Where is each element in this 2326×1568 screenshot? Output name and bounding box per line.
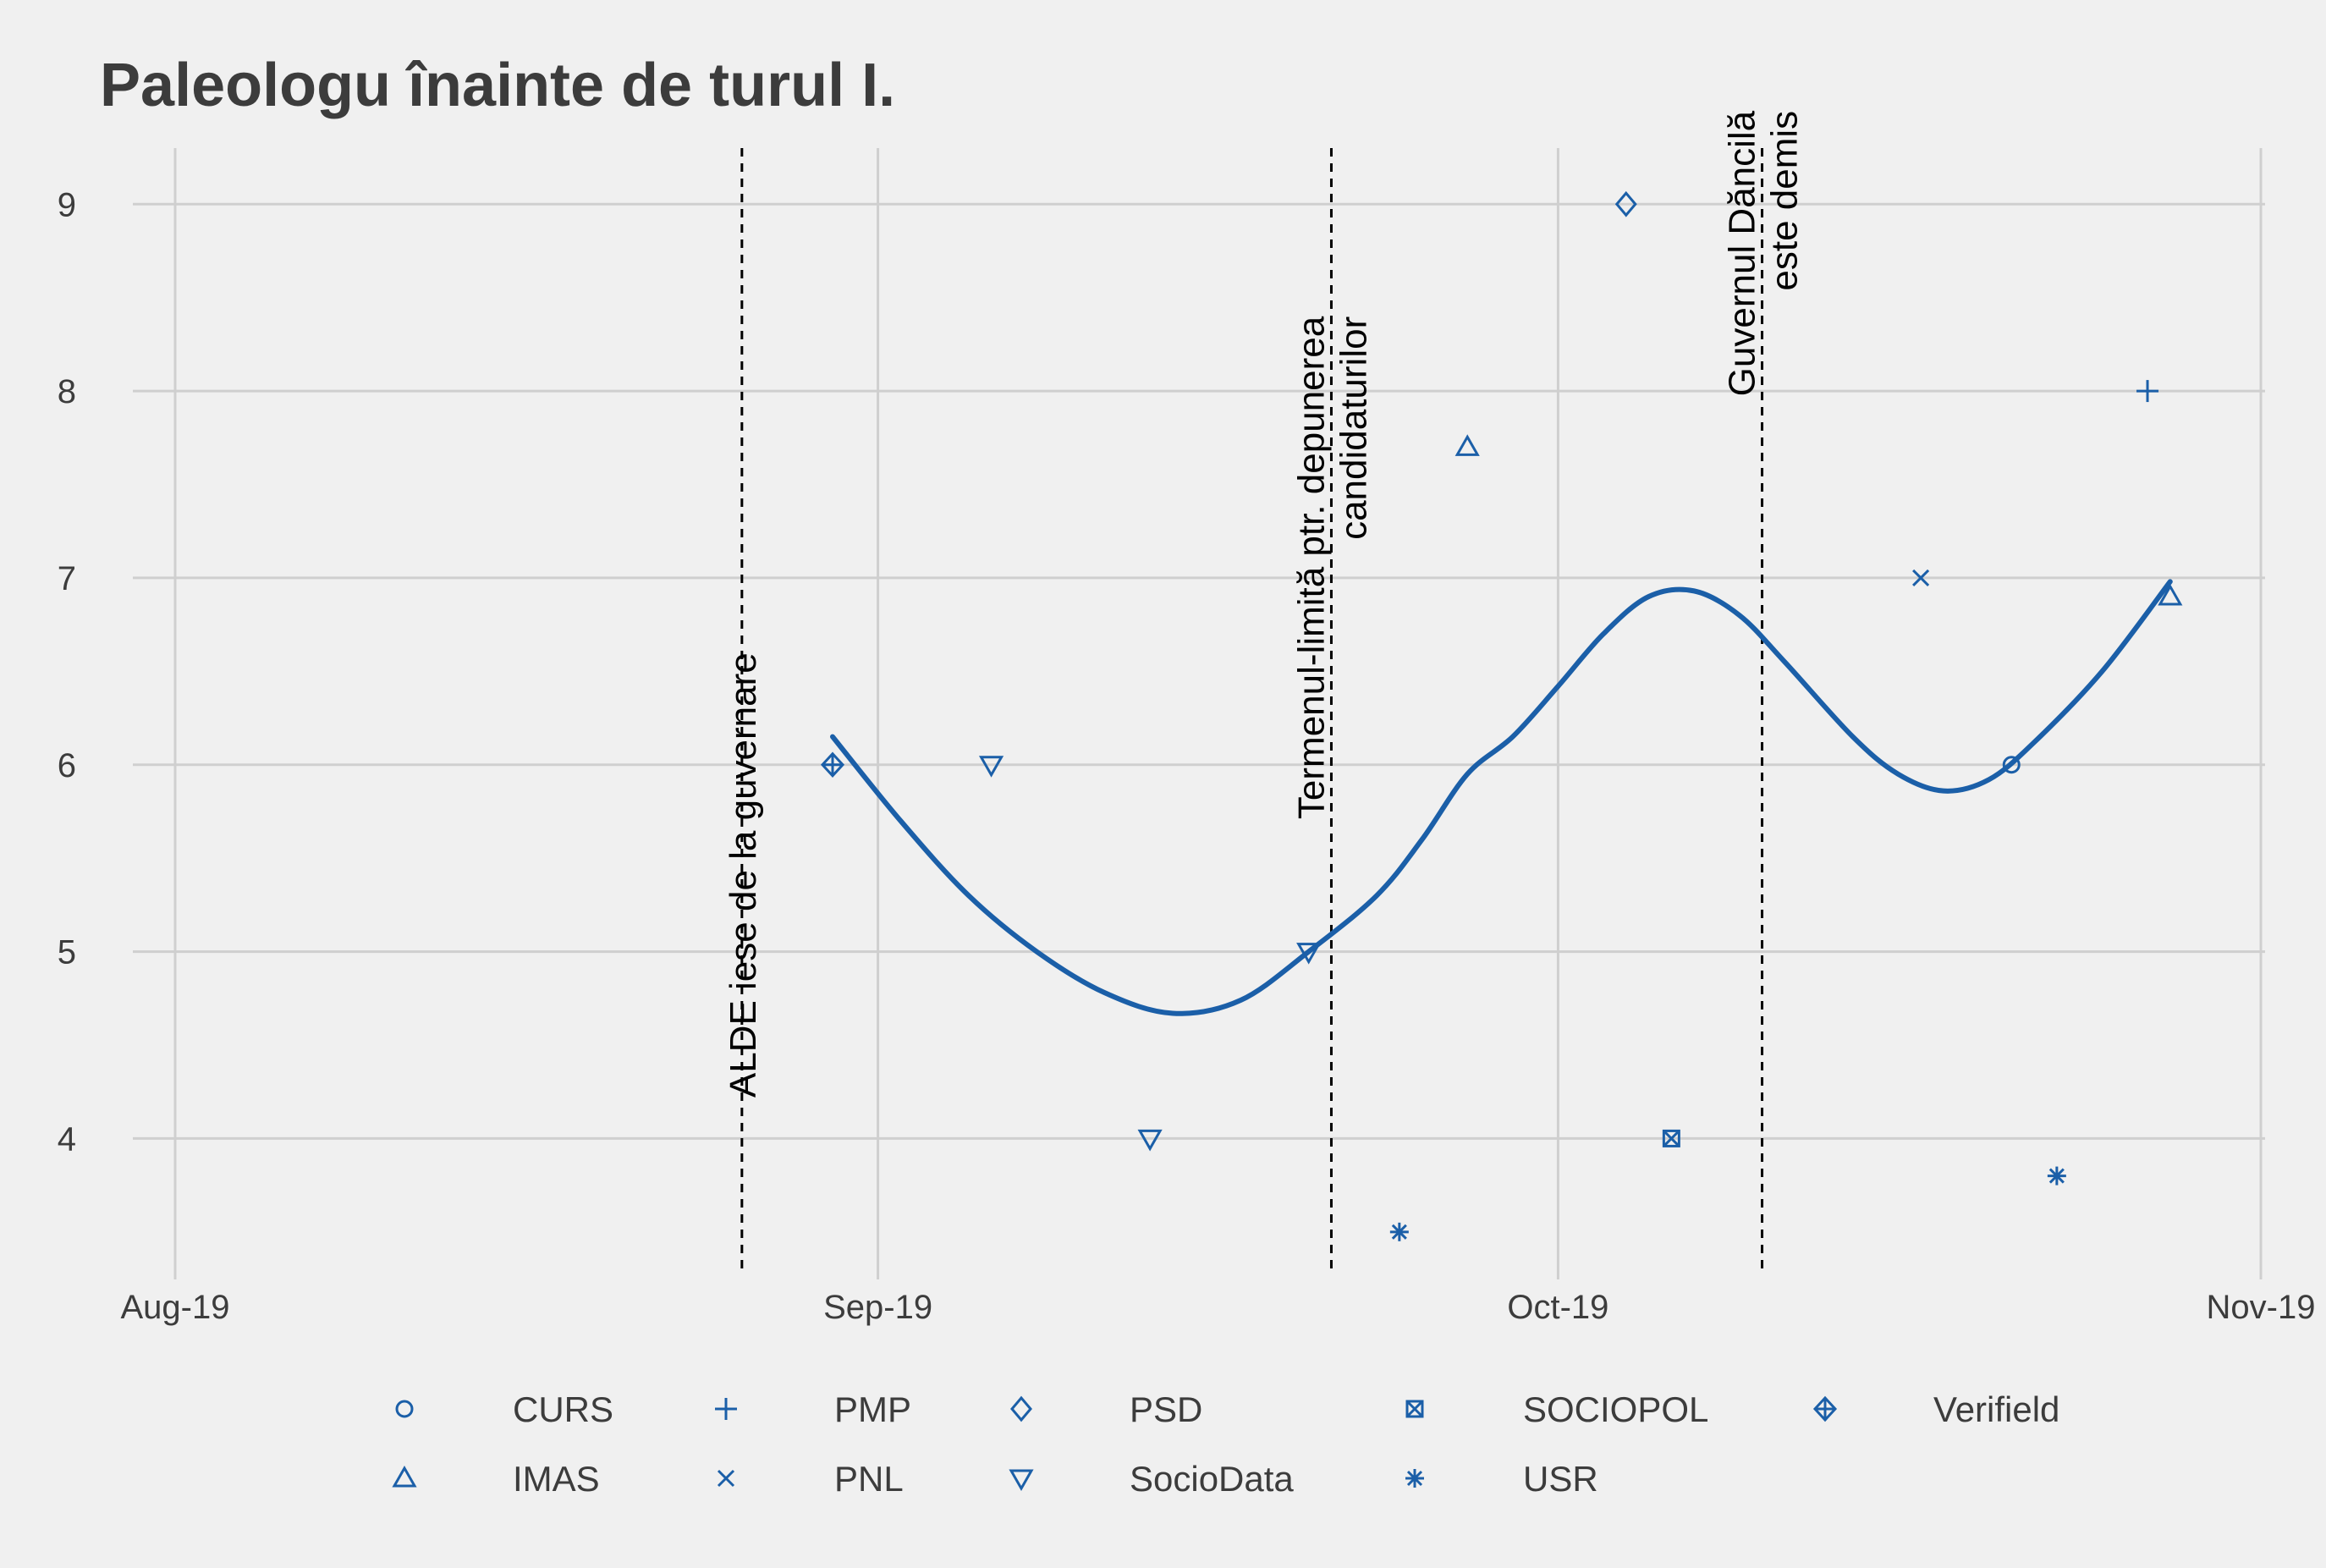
data-point xyxy=(2136,380,2159,403)
y-tick-label: 8 xyxy=(58,373,76,410)
legend-label: SocioData xyxy=(1130,1459,1294,1499)
legend-marker xyxy=(1812,1395,1838,1422)
legend-marker xyxy=(715,1398,737,1420)
grid-lines xyxy=(133,148,2265,1279)
legend-item: PMP xyxy=(715,1389,911,1429)
legend-label: IMAS xyxy=(513,1459,600,1499)
legend-item: PSD xyxy=(1010,1389,1202,1429)
poll-points xyxy=(820,190,2183,1241)
data-point xyxy=(1614,190,1637,217)
legend-item: IMAS xyxy=(392,1459,600,1499)
event-annotation-text: Termenul-limită ptr. depunerea xyxy=(1290,316,1332,819)
data-point xyxy=(820,751,845,778)
legend-marker xyxy=(1405,1400,1424,1418)
y-tick-label: 9 xyxy=(58,186,76,223)
y-tick-label: 7 xyxy=(58,560,76,597)
legend-marker xyxy=(1405,1469,1424,1488)
legend: CURS IMAS PMP PNL PSD SocioData SOCIOPOL USR Ver… xyxy=(392,1389,2059,1499)
legend-label: PNL xyxy=(834,1459,904,1499)
legend-item: Verifield xyxy=(1812,1389,2059,1429)
legend-marker xyxy=(392,1465,417,1488)
data-point xyxy=(1662,1129,1680,1147)
legend-label: PSD xyxy=(1130,1389,1202,1429)
event-annotation-text: candidaturilor xyxy=(1333,316,1374,540)
legend-marker xyxy=(1009,1469,1034,1492)
x-tick-label: Oct-19 xyxy=(1507,1289,1608,1326)
y-tick-label: 4 xyxy=(58,1120,76,1158)
smooth-trend-line xyxy=(830,579,2173,1016)
event-annotations: ALDE iese de la guvernare Termenul-limită… xyxy=(723,110,1806,1098)
x-tick-label: Aug-19 xyxy=(121,1289,230,1326)
data-point xyxy=(2158,583,2183,606)
data-point xyxy=(1389,1222,1409,1241)
event-annotation-text: Guvernul Dăncilă xyxy=(1722,110,1763,396)
legend-item: SOCIOPOL xyxy=(1405,1389,1708,1429)
y-axis-ticks: 4 5 6 7 8 9 xyxy=(58,186,76,1158)
legend-item: SocioData xyxy=(1009,1459,1294,1499)
legend-marker xyxy=(1010,1395,1032,1422)
legend-label: USR xyxy=(1523,1459,1598,1499)
smooth-trend xyxy=(830,579,2173,1016)
legend-label: PMP xyxy=(834,1389,911,1429)
data-point xyxy=(1137,1129,1163,1152)
y-tick-label: 5 xyxy=(58,934,76,971)
data-point xyxy=(1454,434,1480,456)
data-point xyxy=(1296,943,1322,965)
data-point xyxy=(978,756,1004,778)
event-annotation-text: ALDE iese de la guvernare xyxy=(723,652,764,1098)
legend-item: CURS xyxy=(395,1389,613,1429)
legend-item: PNL xyxy=(717,1459,904,1499)
legend-item: USR xyxy=(1405,1459,1598,1499)
data-point xyxy=(2002,756,2021,774)
x-axis-ticks: Aug-19 Sep-19 Oct-19 Nov-19 xyxy=(121,1289,2316,1326)
data-point xyxy=(2047,1166,2066,1186)
event-lines xyxy=(740,148,1764,1269)
x-tick-label: Nov-19 xyxy=(2207,1289,2316,1326)
y-tick-label: 6 xyxy=(58,747,76,784)
legend-label: SOCIOPOL xyxy=(1523,1389,1708,1429)
legend-marker xyxy=(395,1400,414,1418)
legend-label: CURS xyxy=(513,1389,613,1429)
legend-label: Verifield xyxy=(1933,1389,2059,1429)
event-annotation-text: este demis xyxy=(1764,111,1806,291)
x-tick-label: Sep-19 xyxy=(823,1289,932,1326)
chart-title: Paleologu înainte de turul I. xyxy=(100,52,895,119)
data-point xyxy=(1912,569,1930,586)
legend-marker xyxy=(717,1469,735,1488)
